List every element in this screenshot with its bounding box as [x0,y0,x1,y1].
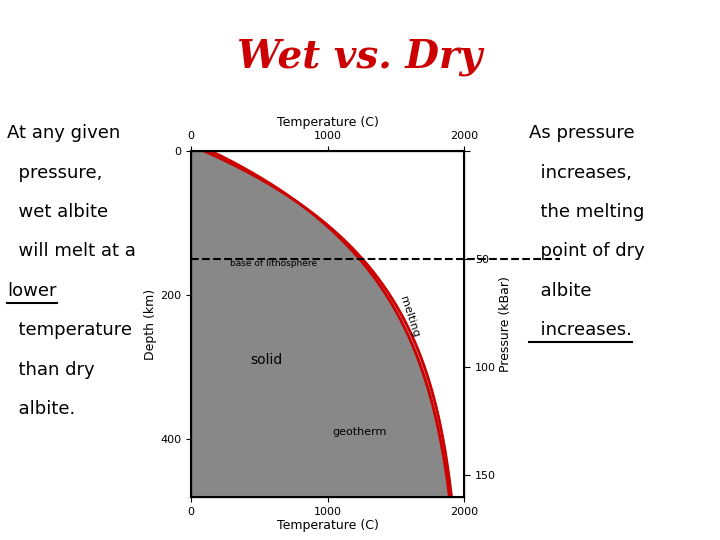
Text: increases,: increases, [529,164,632,181]
X-axis label: Temperature (C): Temperature (C) [276,116,379,129]
Text: point of dry: point of dry [529,242,645,260]
Text: As pressure: As pressure [529,124,635,142]
Text: increases.: increases. [529,321,632,339]
Y-axis label: Pressure (kBar): Pressure (kBar) [498,276,512,372]
Text: At any given: At any given [7,124,120,142]
X-axis label: Temperature (C): Temperature (C) [276,519,379,532]
Text: wet albite: wet albite [7,203,108,221]
Text: lower: lower [7,282,57,300]
Text: albite: albite [529,282,592,300]
Text: temperature: temperature [7,321,132,339]
Text: geotherm: geotherm [332,427,387,437]
Text: than dry: than dry [7,361,95,379]
Text: solid: solid [250,353,282,367]
Y-axis label: Depth (km): Depth (km) [144,288,157,360]
Text: albite.: albite. [7,400,76,418]
Text: the melting: the melting [529,203,644,221]
Text: pressure,: pressure, [7,164,102,181]
Text: base of lithosphere: base of lithosphere [230,259,318,268]
Text: Wet vs. Dry: Wet vs. Dry [238,38,482,76]
Text: will melt at a: will melt at a [7,242,136,260]
Text: melting: melting [398,295,421,339]
